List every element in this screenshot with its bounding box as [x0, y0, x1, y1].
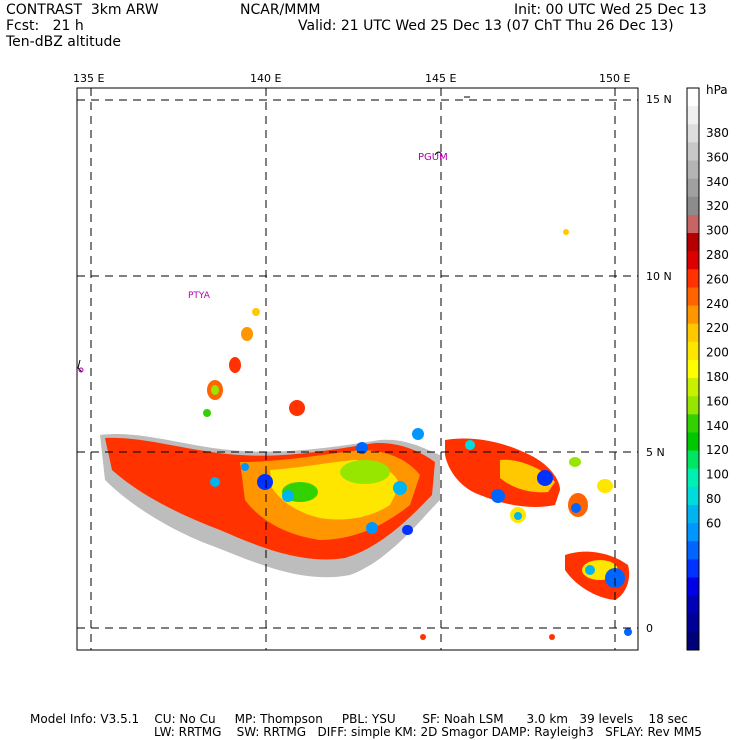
graticule [77, 88, 638, 650]
valid-time: Valid: 21 UTC Wed 25 Dec 13 (07 ChT Thu … [298, 18, 674, 34]
colorbar-label: 120 [706, 443, 729, 457]
colorbar-swatch [687, 196, 699, 216]
colorbar-swatch [687, 541, 699, 560]
colorbar-label: 340 [706, 175, 729, 189]
lon-label: 140 E [250, 72, 281, 85]
colorbar-swatch [687, 305, 699, 325]
colorbar-swatch [687, 378, 699, 397]
lat-label: 10 N [646, 270, 672, 283]
colorbar-swatch [687, 106, 699, 125]
colorbar [686, 87, 700, 651]
colorbar-frame [686, 87, 700, 651]
colorbar-swatch [687, 414, 699, 433]
lat-label: 5 N [646, 446, 665, 459]
station-label: PTYA [188, 291, 211, 301]
colorbar-swatch [687, 269, 699, 288]
colorbar-swatch [687, 523, 699, 542]
init-time: Init: 00 UTC Wed 25 Dec 13 [514, 2, 707, 18]
colorbar-swatch [687, 88, 699, 107]
colorbar-swatch [687, 432, 699, 452]
colorbar-swatch [687, 468, 699, 488]
colorbar-swatch [687, 577, 699, 597]
colorbar-label: 240 [706, 297, 729, 311]
colorbar-swatch [687, 178, 699, 198]
colorbar-label: 280 [706, 248, 729, 262]
colorbar-swatch [687, 124, 699, 143]
island-outline [77, 359, 83, 373]
colorbar-swatch [687, 214, 699, 234]
station-label: PGUM [418, 152, 448, 163]
colorbar-label: 140 [706, 419, 729, 433]
colorbar-label: 300 [706, 224, 729, 238]
colorbar-label: 360 [706, 150, 729, 164]
lon-label: 145 E [425, 72, 456, 85]
lon-label: 135 E [73, 72, 104, 85]
forecast-hour: Fcst: 21 h [6, 18, 84, 34]
colorbar-swatch [687, 504, 699, 524]
colorbar-swatch [687, 396, 699, 415]
colorbar-label: 60 [706, 516, 721, 530]
colorbar-swatch [687, 486, 699, 506]
colorbar-label: 160 [706, 394, 729, 408]
lon-label: 150 E [599, 72, 630, 85]
lat-label: 0 [646, 622, 653, 635]
colorbar-swatch [687, 233, 699, 252]
field-name: Ten-dBZ altitude [6, 34, 121, 50]
station-marker [78, 367, 84, 373]
colorbar-swatch [687, 450, 699, 470]
colorbar-swatch [687, 341, 699, 361]
colorbar-swatch [687, 613, 699, 633]
model-info-line1: Model Info: V3.5.1 CU: No Cu MP: Thompso… [30, 712, 688, 726]
colorbar-label: 220 [706, 321, 729, 335]
colorbar-label: 200 [706, 346, 729, 360]
colorbar-labels: 380 360 340 320 300 280 260 240 220 200 180 160 140 1… [706, 126, 729, 530]
colorbar-swatch [687, 559, 699, 578]
colorbar-swatch [687, 142, 699, 162]
lat-label: 15 N [646, 93, 672, 106]
colorbar-swatch [687, 323, 699, 343]
model-info-line2: LW: RRTMG SW: RRTMG DIFF: simple KM: 2D … [154, 725, 702, 739]
colorbar-swatch [687, 287, 699, 307]
colorbar-label: 320 [706, 199, 729, 213]
colorbar-swatch [687, 595, 699, 615]
colorbar-label: 80 [706, 492, 721, 506]
colorbar-swatch [687, 251, 699, 270]
center-name: NCAR/MMM [240, 2, 321, 18]
colorbar-label: 260 [706, 272, 729, 286]
colorbar-unit: hPa [706, 83, 728, 97]
colorbar-label: 380 [706, 126, 729, 140]
colorbar-label: 100 [706, 468, 729, 482]
colorbar-label: 180 [706, 370, 729, 384]
colorbar-swatch [687, 631, 699, 651]
colorbar-swatch [687, 160, 699, 180]
colorbar-swatch [687, 359, 699, 379]
reflectivity-field [100, 229, 632, 640]
model-title: CONTRAST 3km ARW [6, 2, 159, 18]
guam-outline [434, 151, 442, 158]
